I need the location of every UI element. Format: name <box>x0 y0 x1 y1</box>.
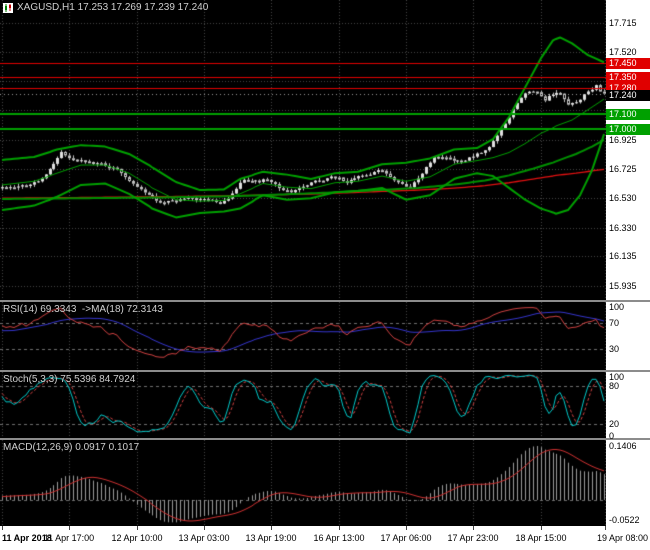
support-price-tag: 17.000 <box>606 123 650 135</box>
time-tick-mark <box>204 526 205 530</box>
time-tick-label: 18 Apr 15:00 <box>515 533 567 543</box>
panel-separator[interactable] <box>0 300 650 302</box>
rsi-panel: 100 70 30 RSI(14) 69.3343 ->MA(18) 72.3143 <box>0 302 650 370</box>
stochastic-canvas[interactable] <box>0 372 606 438</box>
rsi-tick-label: 30 <box>609 343 620 354</box>
time-tick-mark <box>339 526 340 530</box>
price-tick-label: 17.520 <box>609 47 637 58</box>
price-tick-label: 15.935 <box>609 280 637 291</box>
time-tick-label: 13 Apr 03:00 <box>178 533 230 543</box>
time-tick-label: 17 Apr 23:00 <box>447 533 499 543</box>
time-tick-mark <box>605 526 606 530</box>
support-price-tag: 17.100 <box>606 109 650 121</box>
time-tick-label: 12 Apr 10:00 <box>111 533 163 543</box>
rsi-scale[interactable]: 100 70 30 <box>606 302 650 370</box>
macd-canvas[interactable] <box>0 440 606 526</box>
price-chart-canvas[interactable] <box>0 0 606 300</box>
time-tick-label: 11 Apr 2018 <box>2 533 52 543</box>
resistance-price-tag: 17.350 <box>606 72 650 84</box>
macd-scale[interactable]: 0.1406 -0.0522 <box>606 440 650 526</box>
rsi-canvas[interactable] <box>0 302 606 370</box>
price-tick-label: 16.135 <box>609 251 637 262</box>
price-tick-label: 17.715 <box>609 18 637 29</box>
stochastic-scale[interactable]: 100 80 20 0 <box>606 372 650 441</box>
time-tick-mark <box>2 526 3 530</box>
price-tick-label: 16.530 <box>609 193 637 204</box>
rsi-tick-label: 70 <box>609 318 620 329</box>
time-tick-mark <box>473 526 474 530</box>
stochastic-panel: 100 80 20 0 Stoch(5,3,3) 75.5396 84.7924 <box>0 372 650 441</box>
macd-tick-label: -0.0522 <box>609 515 640 525</box>
time-tick-mark <box>541 526 542 530</box>
time-tick-label: 17 Apr 06:00 <box>380 533 432 543</box>
price-tick-label: 16.330 <box>609 222 637 233</box>
time-tick-label: 19 Apr 08:00 <box>596 533 648 543</box>
time-scale[interactable]: 11 Apr 2018 11 Apr 17:00 12 Apr 10:00 13 Ap… <box>0 526 650 550</box>
resistance-price-tag: 17.450 <box>606 57 650 69</box>
stochastic-tick-label: 100 <box>609 372 625 382</box>
time-tick-label: 13 Apr 19:00 <box>245 533 297 543</box>
stochastic-tick-label: 0 <box>609 431 615 441</box>
stochastic-tick-label: 80 <box>609 381 620 392</box>
current-price-tag: 17.240 <box>606 89 650 101</box>
panel-separator[interactable] <box>0 438 650 440</box>
macd-tick-label: 0.1406 <box>609 441 637 451</box>
time-tick-mark <box>69 526 70 530</box>
macd-panel: 0.1406 -0.0522 MACD(12,26,9) 0.0917 0.101… <box>0 440 650 526</box>
time-tick-label: 16 Apr 13:00 <box>313 533 365 543</box>
price-tick-label: 16.925 <box>609 134 637 145</box>
rsi-tick-label: 100 <box>609 302 625 312</box>
resistance-price-tag: 17.280 <box>606 82 650 94</box>
price-tick-label: 16.725 <box>609 164 637 175</box>
time-tick-mark <box>137 526 138 530</box>
panel-separator[interactable] <box>0 370 650 372</box>
price-panel: 17.715 17.520 16.925 16.725 16.530 16.330 16.1… <box>0 0 650 300</box>
time-tick-mark <box>406 526 407 530</box>
time-tick-label: 11 Apr 17:00 <box>43 533 95 543</box>
time-tick-mark <box>271 526 272 530</box>
price-scale[interactable]: 17.715 17.520 16.925 16.725 16.530 16.330 16.1… <box>606 0 650 300</box>
stochastic-tick-label: 20 <box>609 418 620 429</box>
